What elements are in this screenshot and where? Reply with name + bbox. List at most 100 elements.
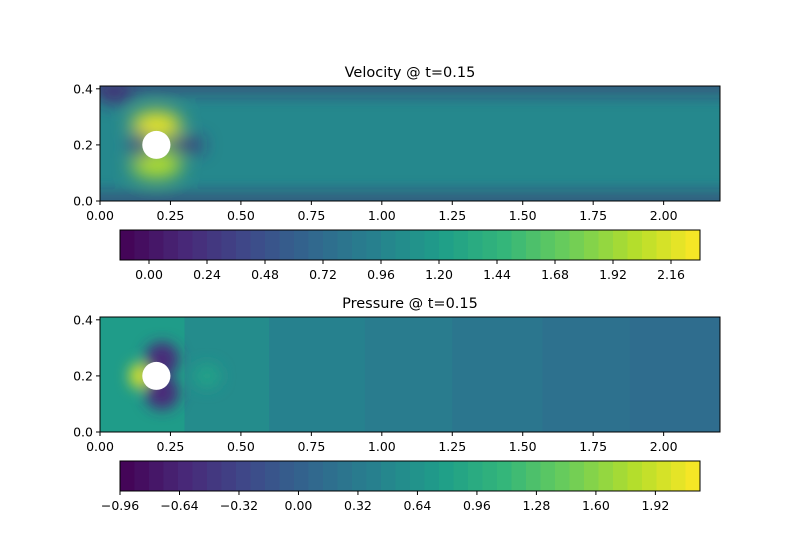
velocity-colorbar-level-29 bbox=[540, 230, 556, 260]
pressure-y-tick-label-2: 0.4 bbox=[73, 312, 93, 327]
pressure-field-band-6 bbox=[629, 317, 720, 432]
velocity-colorbar-level-8 bbox=[236, 230, 251, 260]
pressure-colorbar-tick-label-1: −0.64 bbox=[160, 498, 198, 513]
pressure-x-tick-label-3: 0.75 bbox=[297, 439, 325, 454]
velocity-colorbar-axis: 0.00 0.24 0.48 0.72 0.96 1.20 1.44 1.68 1.92 2.16 bbox=[135, 260, 685, 282]
velocity-field bbox=[100, 86, 720, 201]
pressure-colorbar-level-30 bbox=[555, 461, 570, 491]
pressure-x-axis: 0.00 0.25 0.50 0.75 1.00 1.25 1.50 1.75 2.00 bbox=[86, 432, 678, 454]
pressure-colorbar-level-19 bbox=[395, 461, 411, 491]
velocity-colorbar-level-21 bbox=[424, 230, 440, 260]
velocity-colorbar-level-38 bbox=[671, 230, 686, 260]
velocity-colorbar-tick-label-6: 1.44 bbox=[483, 267, 511, 282]
pressure-colorbar-level-3 bbox=[163, 461, 179, 491]
pressure-title: Pressure @ t=0.15 bbox=[342, 296, 478, 312]
pressure-x-tick-label-2: 0.50 bbox=[227, 439, 255, 454]
velocity-colorbar-tick-label-4: 0.96 bbox=[367, 267, 395, 282]
pressure-colorbar-level-4 bbox=[178, 461, 193, 491]
velocity-cylinder bbox=[142, 130, 171, 159]
pressure-colorbar-tick-label-0: −0.96 bbox=[101, 498, 139, 513]
pressure-colorbar-tick-label-7: 1.28 bbox=[522, 498, 550, 513]
velocity-colorbar-level-31 bbox=[569, 230, 585, 260]
pressure-colorbar-level-17 bbox=[366, 461, 382, 491]
velocity-colorbar-tick-label-1: 0.24 bbox=[193, 267, 221, 282]
velocity-colorbar-level-39 bbox=[685, 230, 701, 260]
pressure-field-band-3 bbox=[364, 317, 453, 432]
pressure-colorbar-level-24 bbox=[468, 461, 483, 491]
velocity-colorbar-level-10 bbox=[265, 230, 280, 260]
velocity-field-features bbox=[100, 86, 720, 201]
velocity-field-wall-0 bbox=[100, 197, 720, 201]
velocity-colorbar-level-34 bbox=[613, 230, 628, 260]
pressure-colorbar-level-1 bbox=[134, 461, 150, 491]
velocity-colorbar-level-1 bbox=[134, 230, 150, 260]
velocity-colorbar-level-13 bbox=[308, 230, 324, 260]
velocity-panel: Velocity @ t=0.15 0.00 0.25 0.50 0.75 1.00 1.… bbox=[73, 65, 721, 282]
velocity-colorbar-level-11 bbox=[279, 230, 295, 260]
pressure-x-tick-label-1: 0.25 bbox=[157, 439, 185, 454]
pressure-colorbar-level-21 bbox=[424, 461, 440, 491]
velocity-field-stagnation-5 bbox=[131, 130, 148, 159]
pressure-field-band-4 bbox=[452, 317, 543, 432]
pressure-colorbar-tick-label-9: 1.92 bbox=[641, 498, 669, 513]
velocity-field-wall-1 bbox=[100, 86, 720, 90]
pressure-colorbar-level-28 bbox=[526, 461, 541, 491]
velocity-colorbar bbox=[119, 229, 701, 261]
velocity-colorbar-level-23 bbox=[453, 230, 469, 260]
velocity-y-tick-label-2: 0.4 bbox=[73, 81, 93, 96]
velocity-colorbar-level-18 bbox=[381, 230, 396, 260]
velocity-colorbar-tick-label-9: 2.16 bbox=[657, 267, 685, 282]
velocity-colorbar-level-9 bbox=[250, 230, 266, 260]
velocity-x-tick-label-7: 1.75 bbox=[579, 208, 607, 223]
pressure-colorbar-level-33 bbox=[598, 461, 614, 491]
pressure-colorbar-level-9 bbox=[250, 461, 266, 491]
pressure-colorbar-level-37 bbox=[656, 461, 672, 491]
velocity-colorbar-level-32 bbox=[584, 230, 599, 260]
velocity-colorbar-level-17 bbox=[366, 230, 382, 260]
pressure-x-tick-label-6: 1.50 bbox=[509, 439, 537, 454]
velocity-colorbar-level-22 bbox=[439, 230, 454, 260]
pressure-colorbar-level-16 bbox=[352, 461, 367, 491]
pressure-colorbar-axis: −0.96 −0.64 −0.32 0.00 0.32 0.64 0.96 1.28 1.60 1… bbox=[101, 491, 669, 513]
pressure-colorbar-level-2 bbox=[149, 461, 164, 491]
velocity-colorbar-tick-label-8: 1.92 bbox=[599, 267, 627, 282]
pressure-obstacle bbox=[142, 361, 171, 390]
velocity-colorbar-level-0 bbox=[120, 230, 135, 260]
velocity-x-tick-label-3: 0.75 bbox=[297, 208, 325, 223]
pressure-colorbar-tick-label-2: −0.32 bbox=[220, 498, 258, 513]
velocity-colorbar-level-35 bbox=[627, 230, 643, 260]
velocity-colorbar-level-7 bbox=[221, 230, 237, 260]
pressure-colorbar-level-26 bbox=[497, 461, 512, 491]
pressure-panel: Pressure @ t=0.15 0.00 0.25 0.50 0.75 1.00 1.… bbox=[73, 296, 721, 513]
velocity-x-tick-label-5: 1.25 bbox=[438, 208, 466, 223]
pressure-colorbar-tick-label-8: 1.60 bbox=[582, 498, 610, 513]
velocity-colorbar-level-24 bbox=[468, 230, 483, 260]
pressure-colorbar-level-32 bbox=[584, 461, 599, 491]
pressure-colorbar-tick-label-5: 0.64 bbox=[404, 498, 432, 513]
pressure-colorbar-level-35 bbox=[627, 461, 643, 491]
pressure-cylinder bbox=[142, 361, 171, 390]
velocity-colorbar-tick-label-3: 0.72 bbox=[309, 267, 337, 282]
velocity-y-axis: 0.0 0.2 0.4 bbox=[73, 81, 100, 209]
pressure-colorbar-level-15 bbox=[337, 461, 353, 491]
velocity-field-high-3 bbox=[131, 111, 182, 140]
velocity-colorbar-level-36 bbox=[642, 230, 657, 260]
pressure-colorbar-level-31 bbox=[569, 461, 585, 491]
velocity-x-axis: 0.00 0.25 0.50 0.75 1.00 1.25 1.50 1.75 2.00 bbox=[86, 201, 678, 223]
velocity-title: Velocity @ t=0.15 bbox=[345, 65, 476, 81]
velocity-colorbar-tick-label-7: 1.68 bbox=[541, 267, 569, 282]
pressure-colorbar-level-8 bbox=[236, 461, 251, 491]
pressure-colorbar-level-13 bbox=[308, 461, 324, 491]
velocity-obstacle bbox=[142, 130, 171, 159]
velocity-colorbar-level-3 bbox=[163, 230, 179, 260]
velocity-y-tick-label-0: 0.0 bbox=[73, 194, 93, 209]
velocity-colorbar-level-16 bbox=[352, 230, 367, 260]
velocity-colorbar-level-20 bbox=[410, 230, 425, 260]
pressure-colorbar-level-29 bbox=[540, 461, 556, 491]
pressure-field-eddy-3 bbox=[193, 363, 222, 389]
pressure-colorbar bbox=[119, 460, 701, 492]
velocity-colorbar-level-15 bbox=[337, 230, 353, 260]
velocity-colorbar-level-2 bbox=[149, 230, 164, 260]
velocity-colorbar-tick-label-5: 1.20 bbox=[425, 267, 453, 282]
